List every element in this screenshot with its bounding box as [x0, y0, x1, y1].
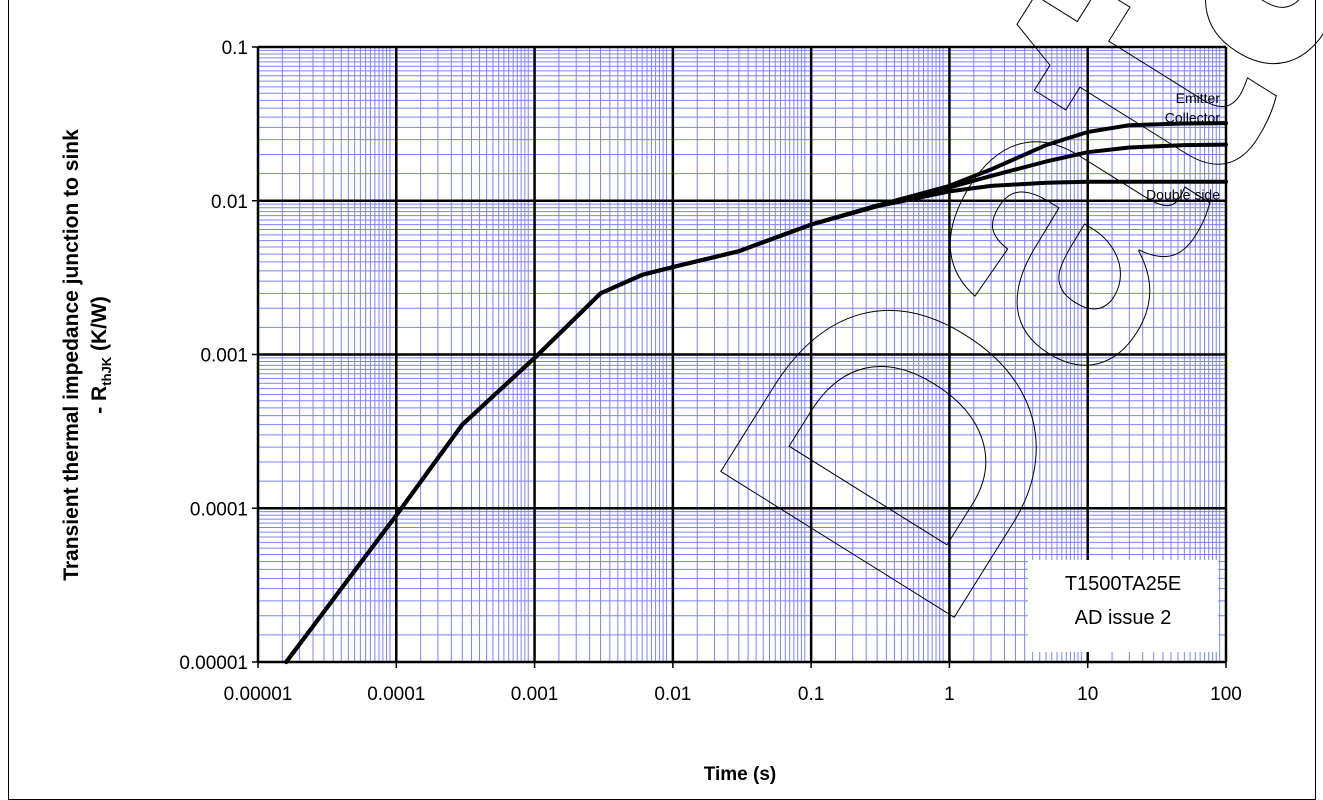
x-tick-label: 0.1	[798, 684, 824, 705]
x-tick-label: 0.001	[511, 684, 559, 705]
y-tick-label: 0.01	[211, 192, 248, 213]
series-label-double-side: Double side	[1146, 187, 1220, 203]
x-tick-label: 10	[1077, 684, 1098, 705]
y-tick-label: 0.00001	[179, 653, 248, 674]
series-label-emitter: Emitter	[1176, 90, 1221, 106]
y-axis-label-line1: Transient thermal impedance junction to …	[60, 129, 83, 581]
annotation-line-1: T1500TA25E	[1065, 573, 1181, 595]
y-axis-label-prefix: - R	[88, 386, 111, 414]
series-line-double-side	[284, 179, 1228, 664]
x-axis-label: Time (s)	[704, 764, 777, 785]
y-axis-label: Transient thermal impedance junction to …	[60, 129, 114, 581]
major-grid	[252, 45, 1228, 668]
y-tick-label: 0.001	[200, 346, 248, 367]
y-tick-label: 0.0001	[190, 499, 248, 520]
x-tick-label: 0.00001	[224, 684, 293, 705]
x-tick-label: 0.0001	[367, 684, 425, 705]
y-axis-label-subscript: thJK	[99, 356, 114, 386]
series-label-collector: Collector	[1165, 110, 1221, 126]
x-tick-label: 100	[1210, 684, 1242, 705]
annotation-line-2: AD issue 2	[1075, 607, 1172, 629]
series-lines	[284, 121, 1228, 664]
tick-labels: 0.00001 0.0001 0.001 0.01 0.1 1 10 100 0.1 0.01 0.…	[179, 38, 1242, 705]
annotation-box	[1028, 560, 1218, 652]
x-tick-label: 0.01	[654, 684, 691, 705]
series-labels: Emitter Collector Double side	[1146, 90, 1220, 203]
x-tick-label: 1	[944, 684, 955, 705]
y-tick-label: 0.1	[222, 38, 248, 59]
y-axis-label-unit: (K/W)	[88, 296, 111, 357]
y-axis-label-line2: - RthJK (K/W)	[88, 296, 114, 414]
